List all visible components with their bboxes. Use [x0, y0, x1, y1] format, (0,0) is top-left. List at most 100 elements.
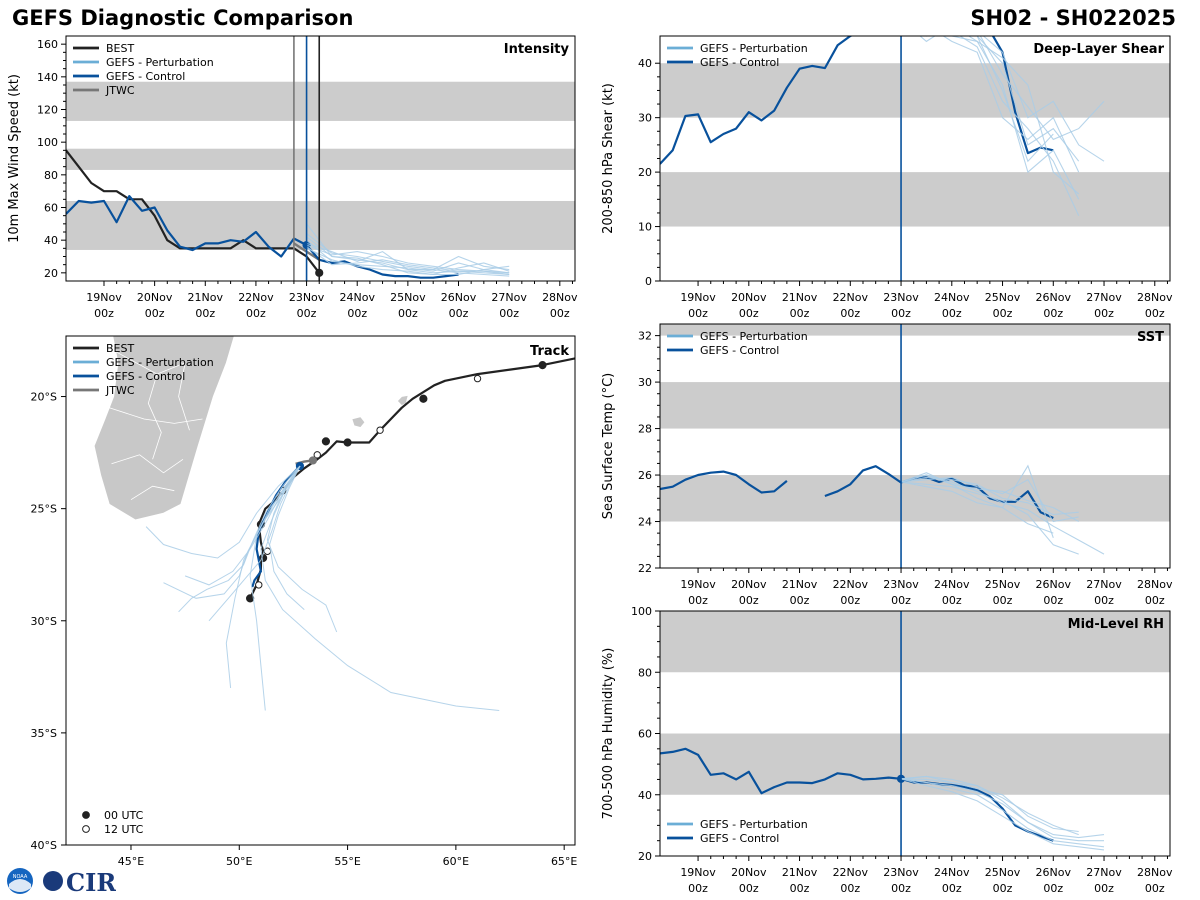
rh-xtick-sublabel-3: 00z: [840, 882, 860, 895]
sst-xtick-sublabel-4: 00z: [891, 594, 911, 607]
rh-ytick-label-2: 60: [638, 728, 652, 741]
intensity-plot-area: [66, 36, 575, 281]
shear-perturbation-member-2: [949, 36, 1105, 162]
track-best-12-utc-point-4: [376, 426, 384, 434]
intensity-threshold-band-2: [66, 81, 575, 121]
sst-series-gefs-control-part-2-: [824, 465, 1054, 520]
rh-panel-title: Mid-Level RH: [1068, 617, 1164, 632]
rh-xtick-label-7: 26Nov: [1036, 866, 1072, 879]
track-plot-area: [93, 336, 575, 711]
sst-xtick-sublabel-8: 00z: [1094, 594, 1114, 607]
panel-sst: 22 24 26 28 30 32 19Nov 00z 20Nov 00z 21Nov 00z 22No…: [601, 323, 1173, 607]
sst-xtick-label-7: 26Nov: [1036, 578, 1072, 591]
track-ytick-label-2: 30°S: [31, 615, 57, 628]
marker-legend-symbol-0: [82, 811, 90, 819]
region-border-3: [130, 485, 175, 501]
rh-xtick-label-2: 21Nov: [782, 866, 818, 879]
sst-perturbation-member-6: [900, 474, 1079, 522]
noaa-logo-text: NOAA: [13, 874, 28, 880]
intensity-xtick-label-6: 25Nov: [390, 291, 426, 304]
intensity-xtick-label-1: 20Nov: [137, 291, 173, 304]
sst-legend-label-1: GEFS - Control: [700, 344, 779, 357]
track-xtick-label-1: 50°E: [226, 855, 252, 868]
shear-xtick-sublabel-8: 00z: [1094, 307, 1114, 320]
rh-xtick-sublabel-8: 00z: [1094, 882, 1114, 895]
region-border-1: [109, 407, 203, 424]
rh-xtick-label-9: 28Nov: [1137, 866, 1173, 879]
shear-threshold-band-0: [660, 172, 1170, 227]
sst-xtick-sublabel-6: 00z: [993, 594, 1013, 607]
rh-xtick-sublabel-2: 00z: [790, 882, 810, 895]
track-perturbation-member-0: [178, 465, 301, 613]
intensity-legend-label-2: GEFS - Control: [106, 70, 185, 83]
shear-xtick-sublabel-6: 00z: [993, 307, 1013, 320]
shear-xtick-sublabel-5: 00z: [942, 307, 962, 320]
region-border-4: [147, 373, 162, 460]
shear-perturbation-member-4: [925, 36, 1105, 141]
intensity-xtick-label-7: 26Nov: [441, 291, 477, 304]
sst-plot-area: [660, 324, 1170, 568]
track-series-best: [249, 357, 575, 599]
sst-xtick-label-6: 25Nov: [985, 578, 1021, 591]
rh-threshold-band-1: [660, 611, 1170, 673]
shear-xtick-label-5: 24Nov: [934, 291, 970, 304]
track-ytick-label-0: 20°S: [31, 391, 57, 404]
sst-xtick-sublabel-5: 00z: [942, 594, 962, 607]
intensity-legend-label-1: GEFS - Perturbation: [106, 56, 214, 69]
sst-xtick-sublabel-0: 00z: [688, 594, 708, 607]
region-border-2: [111, 454, 184, 474]
rh-xtick-label-0: 19Nov: [680, 866, 716, 879]
land-reunion: [351, 416, 366, 428]
intensity-xtick-sublabel-3: 00z: [246, 307, 266, 320]
rh-xtick-sublabel-5: 00z: [942, 882, 962, 895]
intensity-xtick-sublabel-8: 00z: [499, 307, 519, 320]
intensity-xtick-label-3: 22Nov: [238, 291, 274, 304]
rh-series-gefs-control: [660, 747, 1054, 842]
track-legend-label-3: JTWC: [105, 384, 135, 397]
shear-ytick-label-4: 40: [638, 57, 652, 70]
intensity-ytick-label-3: 80: [44, 169, 58, 182]
intensity-xtick-label-9: 28Nov: [542, 291, 578, 304]
intensity-xtick-label-0: 19Nov: [86, 291, 122, 304]
track-xtick-label-0: 45°E: [118, 855, 144, 868]
track-best-00-utc-point-3: [321, 437, 331, 446]
shear-xtick-label-7: 26Nov: [1036, 291, 1072, 304]
rh-xtick-label-4: 23Nov: [883, 866, 919, 879]
shear-xtick-label-2: 21Nov: [782, 291, 818, 304]
region-border-5: [178, 362, 190, 431]
sst-xtick-label-2: 21Nov: [782, 578, 818, 591]
rh-xtick-label-3: 22Nov: [833, 866, 869, 879]
track-ytick-label-1: 25°S: [31, 503, 57, 516]
sst-perturbation-member-0: [900, 474, 1105, 555]
sst-xtick-label-8: 27Nov: [1086, 578, 1122, 591]
track-xtick-label-2: 55°E: [334, 855, 360, 868]
intensity-perturbation-member-6: [306, 236, 510, 276]
track-best-00-utc-point-5: [419, 394, 428, 403]
intensity-ytick-label-7: 160: [37, 38, 58, 51]
rh-ytick-label-1: 40: [638, 789, 652, 802]
intensity-xtick-sublabel-5: 00z: [347, 307, 367, 320]
sst-xtick-label-4: 23Nov: [883, 578, 919, 591]
noaa-wave-icon: [9, 879, 31, 892]
intensity-ytick-label-5: 120: [37, 104, 58, 117]
rh-perturbation-member-0: [900, 775, 1105, 839]
shear-xtick-sublabel-7: 00z: [1043, 307, 1063, 320]
shear-plot-area: [660, 36, 1170, 281]
shear-xtick-sublabel-0: 00z: [688, 307, 708, 320]
track-perturbation-member-1: [260, 465, 500, 711]
shear-xtick-label-3: 22Nov: [833, 291, 869, 304]
intensity-legend-label-0: BEST: [106, 42, 134, 55]
sst-ytick-label-3: 28: [638, 423, 652, 436]
intensity-perturbation-member-7: [306, 244, 510, 274]
shear-ytick-label-0: 0: [645, 275, 652, 288]
track-xtick-label-4: 65°E: [551, 855, 577, 868]
intensity-threshold-band-1: [66, 148, 575, 170]
shear-threshold-band-1: [660, 63, 1170, 118]
track-perturbation-member-6: [145, 465, 301, 559]
track-perturbation-member-7: [266, 465, 338, 633]
rh-perturbation-member-4: [900, 775, 1079, 836]
intensity-xtick-sublabel-9: 00z: [550, 307, 570, 320]
intensity-ylabel: 10m Max Wind Speed (kt): [7, 74, 22, 243]
sst-xtick-sublabel-2: 00z: [790, 594, 810, 607]
